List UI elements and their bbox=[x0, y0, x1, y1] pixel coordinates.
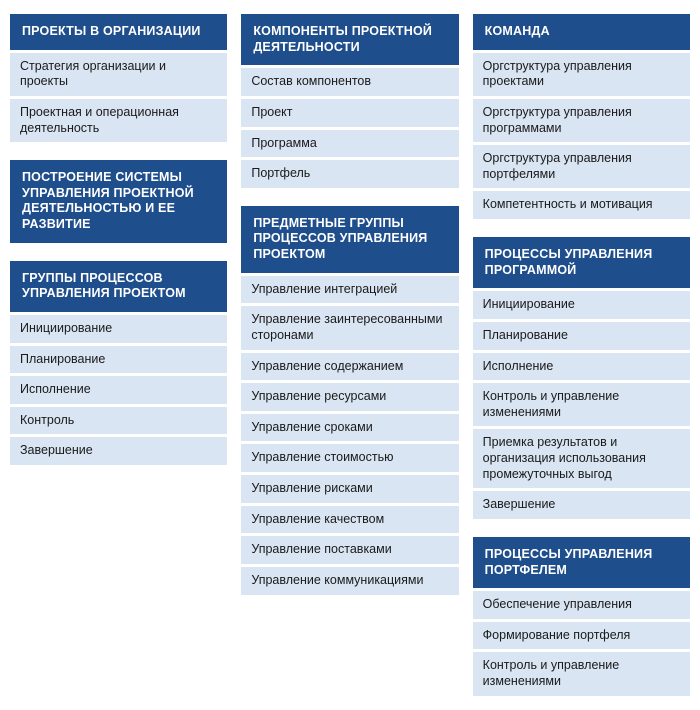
list-item: Контроль bbox=[10, 404, 227, 435]
list-item: Проект bbox=[241, 96, 458, 127]
list-item: Управление коммуникациями bbox=[241, 564, 458, 595]
block-team: КОМАНДА Оргструктура управления проектам… bbox=[473, 14, 690, 219]
block-portfolio-processes: ПРОЦЕССЫ УПРАВЛЕНИЯ ПОРТФЕЛЕМ Обеспечени… bbox=[473, 537, 690, 696]
list-item: Оргструктура управления проектами bbox=[473, 50, 690, 96]
block-components: КОМПОНЕНТЫ ПРОЕКТНОЙ ДЕЯТЕЛЬНОСТИ Состав… bbox=[241, 14, 458, 188]
block-header: КОМПОНЕНТЫ ПРОЕКТНОЙ ДЕЯТЕЛЬНОСТИ bbox=[241, 14, 458, 65]
column-0: ПРОЕКТЫ В ОРГАНИЗАЦИИ Стратегия организа… bbox=[10, 14, 227, 465]
block-items: Стратегия организации и проекты Проектна… bbox=[10, 50, 227, 143]
list-item: Формирование портфеля bbox=[473, 619, 690, 650]
block-items: Инициирование Планирование Исполнение Ко… bbox=[10, 312, 227, 465]
block-subject-process-groups: ПРЕДМЕТНЫЕ ГРУППЫ ПРОЦЕССОВ УПРАВЛЕНИЯ П… bbox=[241, 206, 458, 595]
block-program-processes: ПРОЦЕССЫ УПРАВЛЕНИЯ ПРОГРАММОЙ Иницииров… bbox=[473, 237, 690, 519]
list-item: Завершение bbox=[473, 488, 690, 519]
list-item: Планирование bbox=[473, 319, 690, 350]
list-item: Управление ресурсами bbox=[241, 380, 458, 411]
diagram-columns: ПРОЕКТЫ В ОРГАНИЗАЦИИ Стратегия организа… bbox=[10, 14, 690, 696]
list-item: Программа bbox=[241, 127, 458, 158]
list-item: Управление заинтересованными сторонами bbox=[241, 303, 458, 349]
block-items: Оргструктура управления проектами Оргстр… bbox=[473, 50, 690, 219]
list-item: Планирование bbox=[10, 343, 227, 374]
block-header: ПРОЦЕССЫ УПРАВЛЕНИЯ ПРОГРАММОЙ bbox=[473, 237, 690, 288]
block-header: ПРОЦЕССЫ УПРАВЛЕНИЯ ПОРТФЕЛЕМ bbox=[473, 537, 690, 588]
list-item: Исполнение bbox=[473, 350, 690, 381]
list-item: Управление стоимостью bbox=[241, 441, 458, 472]
list-item: Стратегия организации и проекты bbox=[10, 50, 227, 96]
block-items: Управление интеграцией Управление заинте… bbox=[241, 273, 458, 595]
block-header: ПОСТРОЕНИЕ СИСТЕМЫ УПРАВЛЕНИЯ ПРОЕКТНОЙ … bbox=[10, 160, 227, 243]
list-item: Обеспечение управления bbox=[473, 588, 690, 619]
list-item: Состав компонентов bbox=[241, 65, 458, 96]
block-system-building: ПОСТРОЕНИЕ СИСТЕМЫ УПРАВЛЕНИЯ ПРОЕКТНОЙ … bbox=[10, 160, 227, 243]
list-item: Контроль и управление изменениями bbox=[473, 649, 690, 695]
list-item: Управление интеграцией bbox=[241, 273, 458, 304]
block-items: Состав компонентов Проект Программа Порт… bbox=[241, 65, 458, 188]
block-items: Инициирование Планирование Исполнение Ко… bbox=[473, 288, 690, 519]
list-item: Компетентность и мотивация bbox=[473, 188, 690, 219]
list-item: Исполнение bbox=[10, 373, 227, 404]
block-projects-in-org: ПРОЕКТЫ В ОРГАНИЗАЦИИ Стратегия организа… bbox=[10, 14, 227, 142]
list-item: Инициирование bbox=[10, 312, 227, 343]
block-process-groups-project: ГРУППЫ ПРОЦЕССОВ УПРАВЛЕНИЯ ПРОЕКТОМ Ини… bbox=[10, 261, 227, 465]
list-item: Оргструктура управления портфелями bbox=[473, 142, 690, 188]
block-header: ГРУППЫ ПРОЦЕССОВ УПРАВЛЕНИЯ ПРОЕКТОМ bbox=[10, 261, 227, 312]
list-item: Управление содержанием bbox=[241, 350, 458, 381]
column-1: КОМПОНЕНТЫ ПРОЕКТНОЙ ДЕЯТЕЛЬНОСТИ Состав… bbox=[241, 14, 458, 595]
list-item: Управление поставками bbox=[241, 533, 458, 564]
list-item: Проектная и операционная деятельность bbox=[10, 96, 227, 142]
column-2: КОМАНДА Оргструктура управления проектам… bbox=[473, 14, 690, 696]
list-item: Портфель bbox=[241, 157, 458, 188]
block-header: ПРОЕКТЫ В ОРГАНИЗАЦИИ bbox=[10, 14, 227, 50]
list-item: Управление сроками bbox=[241, 411, 458, 442]
list-item: Инициирование bbox=[473, 288, 690, 319]
list-item: Контроль и управление изменениями bbox=[473, 380, 690, 426]
list-item: Управление качеством bbox=[241, 503, 458, 534]
list-item: Оргструктура управления программами bbox=[473, 96, 690, 142]
block-header: ПРЕДМЕТНЫЕ ГРУППЫ ПРОЦЕССОВ УПРАВЛЕНИЯ П… bbox=[241, 206, 458, 273]
block-items: Обеспечение управления Формирование порт… bbox=[473, 588, 690, 696]
block-header: КОМАНДА bbox=[473, 14, 690, 50]
list-item: Управление рисками bbox=[241, 472, 458, 503]
list-item: Завершение bbox=[10, 434, 227, 465]
list-item: Приемка результатов и организация исполь… bbox=[473, 426, 690, 488]
